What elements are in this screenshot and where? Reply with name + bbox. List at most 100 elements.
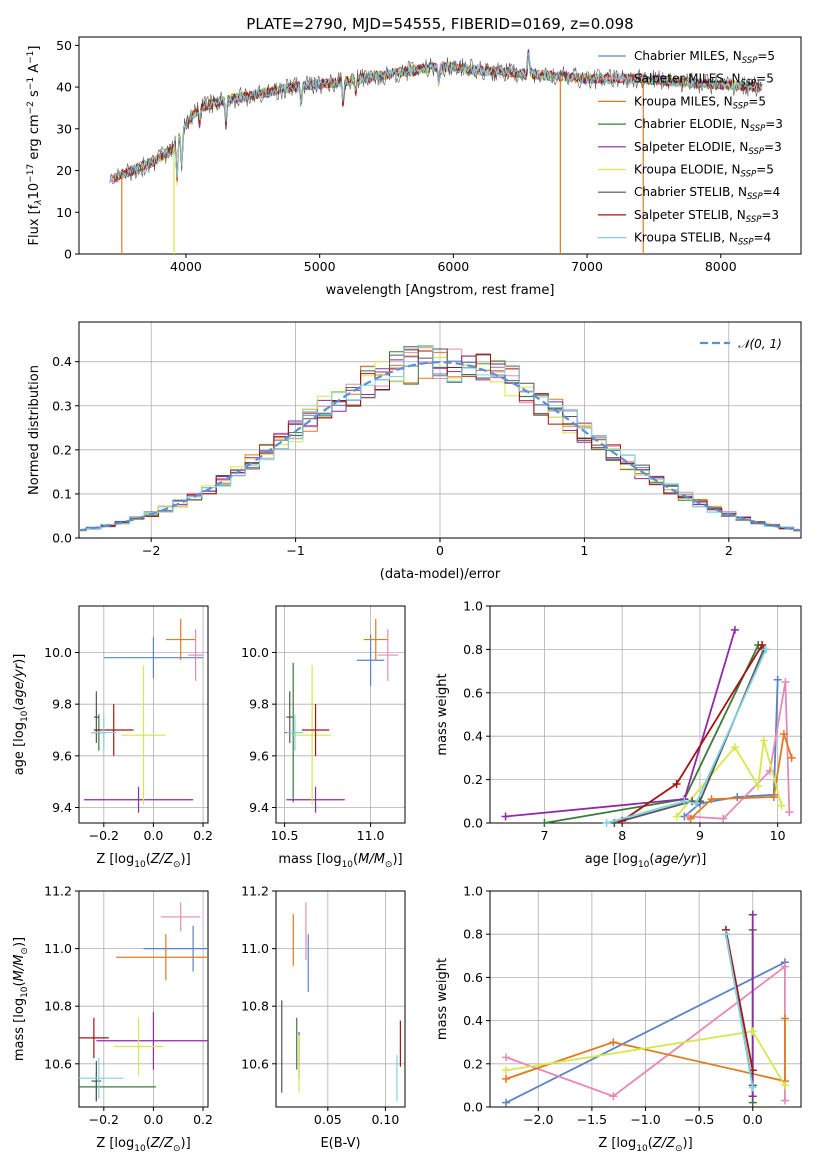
axes-age-vs-Z: −0.2 0.0 0.2 9.4 9.6 9.8 10.0 Z [log10(Z/Z⊙)] ag… — [12, 605, 213, 870]
mass-weight-marker — [748, 1092, 757, 1101]
y-tick-label: 10.0 — [241, 645, 269, 660]
mass-weight-marker — [785, 808, 794, 817]
spectrum-legend: Chabrier MILES, NSSP=5 Salpeter MILES, NS… — [598, 49, 783, 248]
x-tick-label: 11.0 — [357, 828, 385, 843]
y-tick-label: 9.6 — [249, 748, 269, 763]
y-tick-label: 0.0 — [463, 1100, 483, 1115]
mass-weight-marker — [748, 1083, 757, 1092]
mass-weight-marker — [672, 812, 681, 821]
residual-histogram — [79, 345, 801, 531]
mass-weight-marker — [501, 812, 510, 821]
errorbar-point — [79, 1017, 109, 1059]
axes-frame — [275, 605, 406, 824]
legend-label: Salpeter STELIB, NSSP=3 — [634, 208, 779, 225]
x-tick-label: 10 — [770, 828, 786, 843]
y-tick-label: 0.4 — [52, 354, 72, 369]
age-vs-mass-plot — [284, 618, 399, 813]
y-tick-label: 9.8 — [52, 697, 72, 712]
y-tick-label: 9.4 — [249, 800, 269, 815]
mass-weight-marker — [609, 1038, 618, 1047]
legend-label: Chabrier STELIB, NSSP=4 — [634, 185, 780, 202]
x-tick-label: 0.05 — [314, 1112, 342, 1127]
y-tick-label: 20 — [56, 163, 72, 178]
mass-weight-marker — [719, 814, 728, 823]
y-tick-label: 11.2 — [44, 884, 72, 899]
x-axis-label: wavelength [Angstrom, rest frame] — [326, 283, 555, 298]
legend-label: Salpeter ELODIE, NSSP=3 — [634, 140, 782, 157]
y-axis-label: Normed distribution — [27, 365, 42, 495]
errorbar-point — [93, 704, 134, 756]
mass-weight-marker — [672, 779, 681, 788]
x-tick-label: 8000 — [705, 259, 737, 274]
mass-weight-marker — [602, 819, 611, 827]
mass-weight-line — [606, 649, 767, 824]
x-tick-label: 0.2 — [193, 828, 213, 843]
y-axis-label: mass weight — [435, 673, 450, 755]
y-tick-label: 30 — [56, 121, 72, 136]
legend-label: Kroupa ELODIE, NSSP=5 — [634, 163, 774, 180]
y-tick-label: 10.8 — [44, 999, 72, 1014]
x-axis-label: Z [log10(Z/Z⊙)] — [96, 1136, 190, 1154]
mass-weight-marker — [777, 801, 786, 810]
axes-mass-weight-vs-age: 7 8 9 10 0.0 0.2 0.4 0.6 0.8 1.0 age [log10(age/yr… — [435, 599, 802, 870]
x-axis-label: mass [log10(M/M⊙)] — [278, 852, 402, 870]
mass-weight-marker — [730, 743, 739, 752]
mass-weight-marker — [780, 962, 789, 971]
mass-weight-line — [725, 929, 754, 1071]
axes-spectrum: 4000 5000 6000 7000 8000 0 10 20 30 40 50 wavelengt… — [26, 36, 802, 298]
y-tick-label: 11.2 — [241, 884, 269, 899]
axes-frame — [275, 890, 406, 1108]
mass-vs-Z-plot — [79, 902, 208, 1102]
errorbar-point — [103, 637, 204, 679]
mass-weight-marker — [779, 730, 788, 739]
y-tick-label: 11.0 — [241, 941, 269, 956]
legend-label: Kroupa STELIB, NSSP=4 — [634, 231, 771, 248]
y-tick-label: 0.4 — [463, 729, 483, 744]
x-tick-label: 10.5 — [271, 828, 299, 843]
y-tick-label: 50 — [56, 38, 72, 53]
errorbar-point — [93, 691, 99, 743]
errorbar-point — [143, 925, 208, 972]
axes-frame — [78, 36, 802, 255]
mass-weight-marker — [502, 1053, 511, 1062]
x-tick-label: 7000 — [571, 259, 603, 274]
spectrum-plot — [109, 49, 764, 254]
y-tick-label: 10.0 — [44, 645, 72, 660]
y-tick-label: 0.2 — [463, 1056, 483, 1071]
errorbar-point — [188, 629, 204, 681]
residual-histogram — [79, 346, 801, 531]
residuals-plot — [79, 345, 801, 532]
y-tick-label: 10.6 — [44, 1056, 72, 1071]
mass-weight-marker — [721, 930, 730, 939]
y-tick-label: 0.8 — [463, 642, 483, 657]
mass-weight-marker — [754, 782, 763, 791]
y-tick-label: 11.0 — [44, 941, 72, 956]
mass-weight-marker — [780, 1096, 789, 1105]
errorbar-point — [83, 786, 194, 813]
legend-label: Chabrier MILES, NSSP=5 — [634, 49, 775, 66]
axes-frame — [78, 890, 209, 1108]
x-tick-label: −0.5 — [684, 1112, 714, 1127]
x-tick-label: 0.0 — [143, 1112, 163, 1127]
axes-frame — [489, 605, 802, 824]
errorbar-point — [286, 691, 294, 743]
mass-weight-marker — [780, 1014, 789, 1023]
errorbar-point — [286, 786, 345, 813]
mass-weight-marker — [748, 1027, 757, 1036]
mass-weight-marker — [707, 795, 716, 804]
y-tick-label: 0 — [64, 247, 72, 262]
mass-weight-marker — [733, 792, 742, 801]
figure-title: PLATE=2790, MJD=54555, FIBERID=0169, z=0… — [246, 15, 633, 33]
errorbar-point — [116, 934, 208, 981]
axes-mass-weight-vs-Z: −2.0 −1.5 −1.0 −0.5 0.0 0.0 0.2 0.4 0.6 0.8 1.0 Z [… — [435, 884, 802, 1154]
x-tick-label: 7 — [540, 828, 548, 843]
mass-vs-EBV-plot — [281, 902, 401, 1102]
errorbar-point — [356, 634, 385, 687]
errorbar-point — [377, 629, 399, 681]
errorbar-point — [301, 704, 330, 756]
mass-weight-line — [689, 733, 793, 820]
errorbar-point — [293, 665, 332, 805]
mass-weight-marker — [780, 1081, 789, 1090]
y-tick-label: 10.8 — [241, 999, 269, 1014]
mass-weight-marker — [769, 792, 778, 801]
